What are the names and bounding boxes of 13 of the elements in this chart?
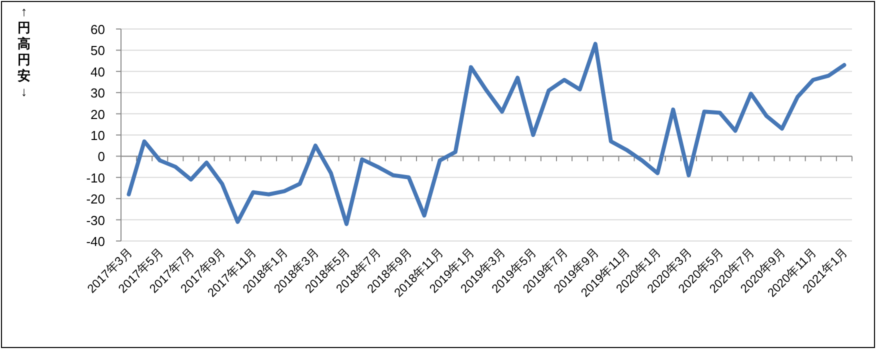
y-tick-label: 40 xyxy=(90,64,105,80)
y-tick-label: 20 xyxy=(90,106,105,122)
y-tick-label: -20 xyxy=(86,192,105,207)
y-tick-label: 10 xyxy=(90,128,105,143)
y-tick-label: -10 xyxy=(86,170,105,186)
y-axis-title: ↑円高円安↓ xyxy=(18,4,30,99)
y-tick-label: 50 xyxy=(90,43,105,58)
y-tick-label: 60 xyxy=(90,22,105,37)
y-tick-label: 30 xyxy=(90,86,105,101)
y-tick-label: -40 xyxy=(86,234,105,249)
y-tick-label: -30 xyxy=(86,212,105,228)
line-series xyxy=(126,42,846,226)
y-tick-label: 0 xyxy=(98,149,105,164)
